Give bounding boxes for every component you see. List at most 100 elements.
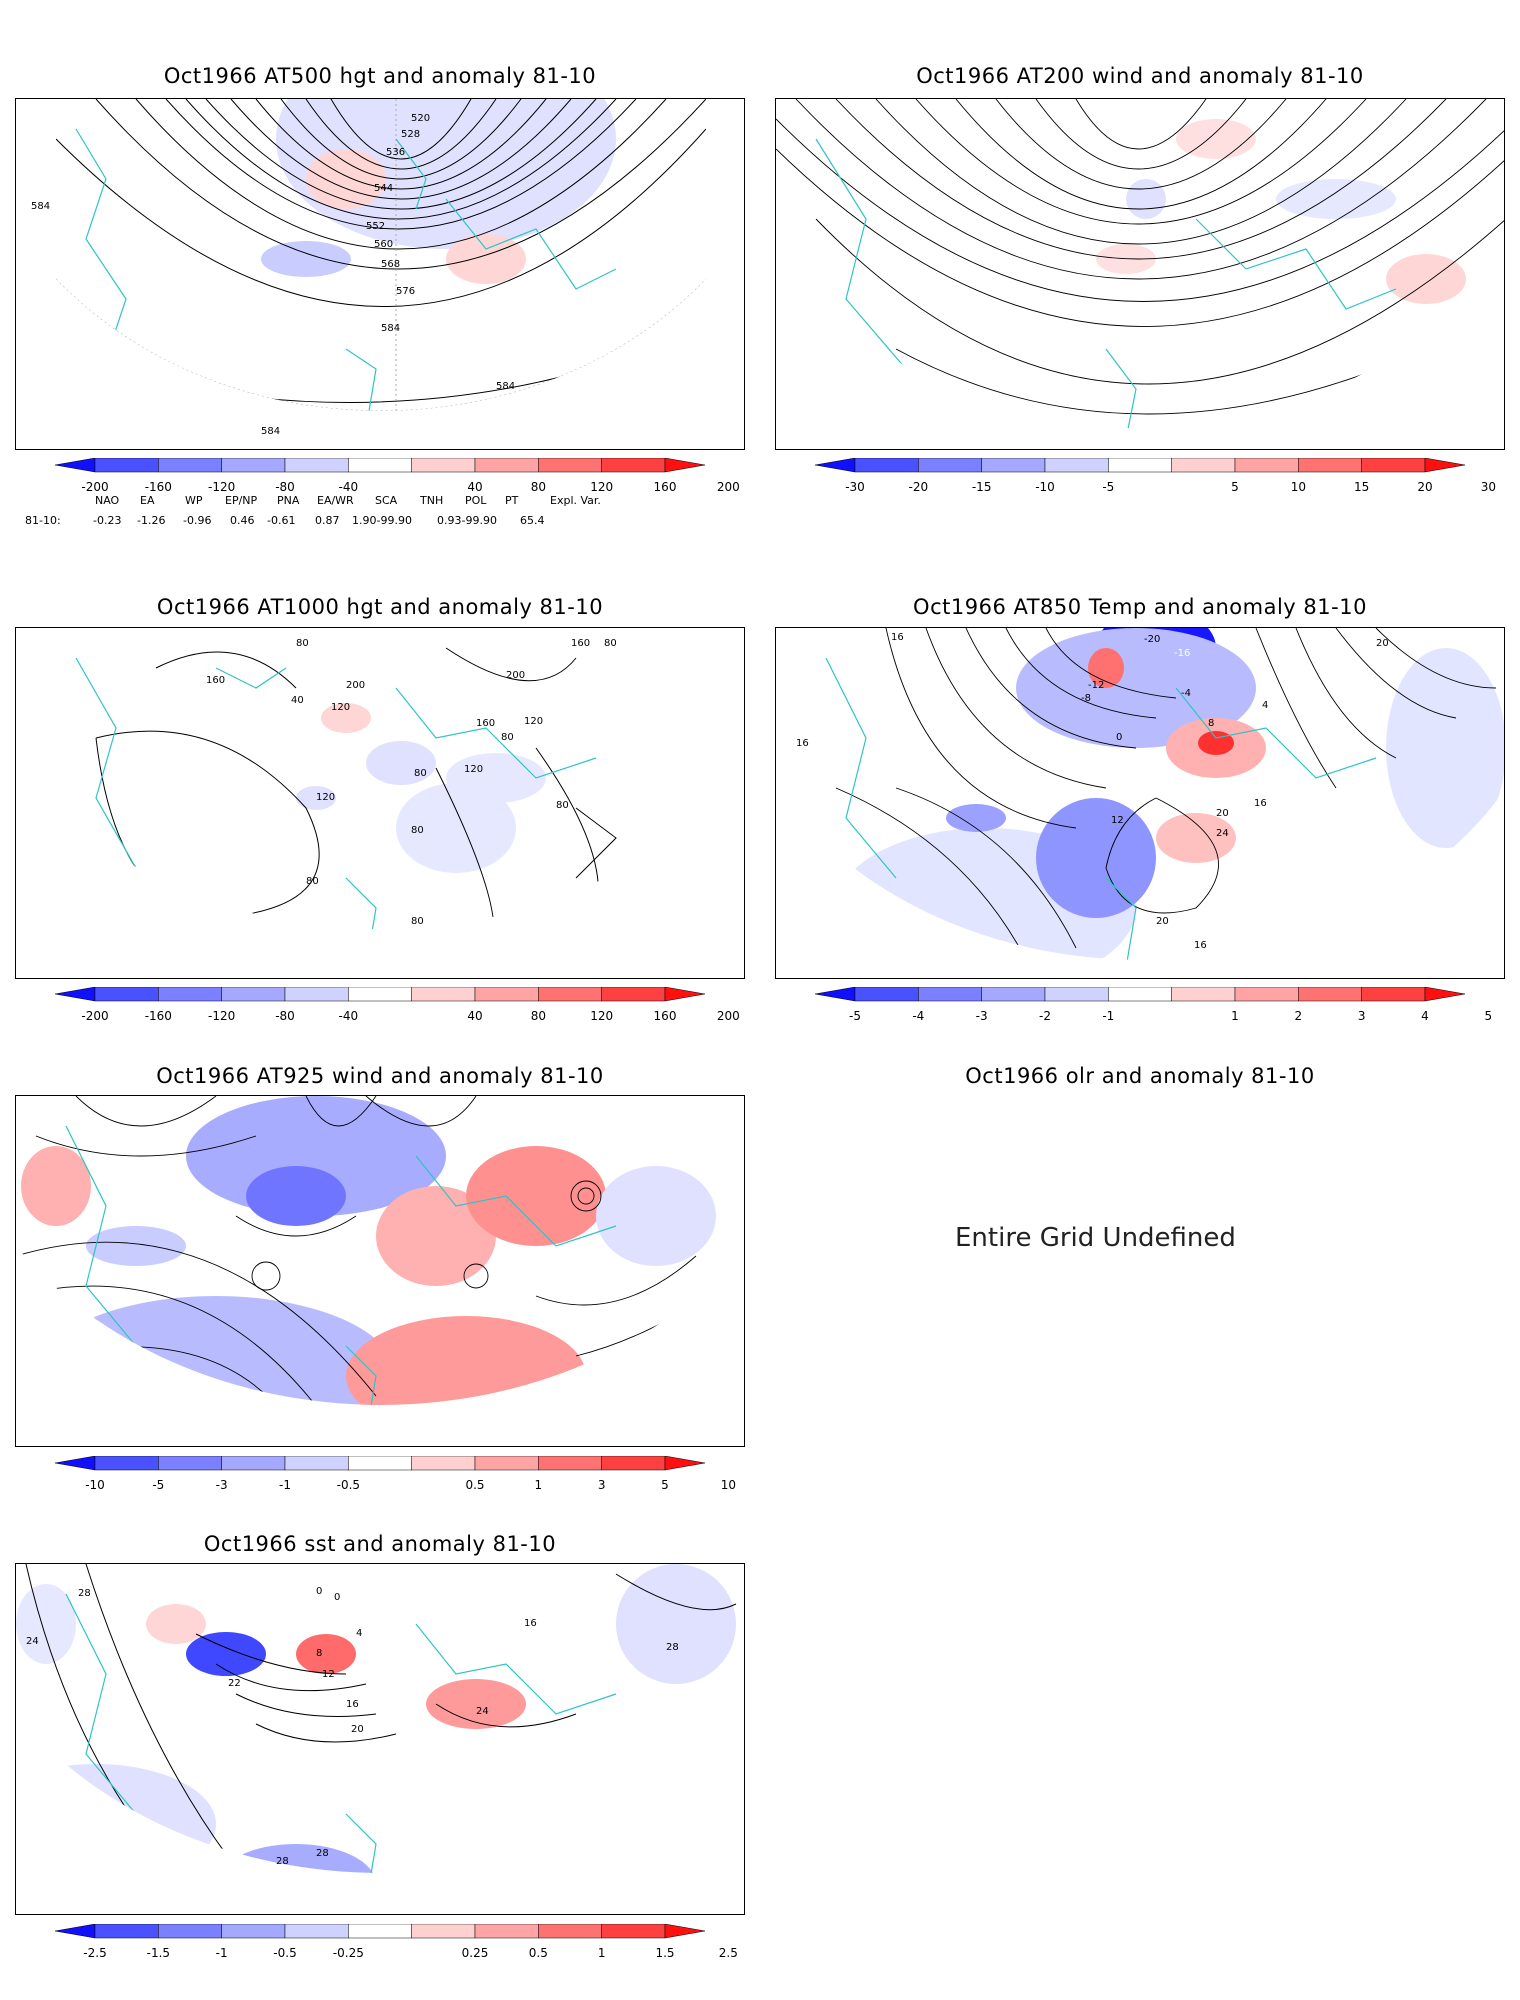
colorbar-tick-label: 2 xyxy=(1294,1009,1303,1023)
panel-title-at200: Oct1966 AT200 wind and anomaly 81-10 xyxy=(916,64,1364,88)
colorbar-swatch xyxy=(94,1455,159,1471)
colorbar-tick-label: -2.5 xyxy=(83,1946,107,1960)
colorbar-tick-label: 80 xyxy=(530,1009,546,1023)
tele-value: -0.96 xyxy=(183,514,212,527)
contour-label: 568 xyxy=(381,259,400,270)
contour-label: 24 xyxy=(1216,828,1229,839)
colorbar-swatch xyxy=(221,986,286,1002)
contour-label: 16 xyxy=(891,632,904,643)
contour-label: 12 xyxy=(1111,815,1124,826)
colorbar-tick-label: -5 xyxy=(152,1478,165,1492)
colorbar-swatch xyxy=(221,1923,286,1939)
colorbar-at500-swatches xyxy=(54,457,706,473)
colorbar-tick-label: 40 xyxy=(467,1009,483,1023)
colorbar-tick-label: 1 xyxy=(534,1478,543,1492)
colorbar-tick-label: 160 xyxy=(653,1009,677,1023)
colorbar-swatch xyxy=(411,1923,476,1939)
map-sst: 28 24 0 0 4 8 12 16 20 22 28 16 24 28 28 xyxy=(15,1563,745,1915)
colorbar-swatch xyxy=(348,986,412,1002)
tele-value: 0.87 xyxy=(315,514,340,527)
contour-label: 20 xyxy=(1216,808,1229,819)
panel-title-at500: Oct1966 AT500 hgt and anomaly 81-10 xyxy=(163,64,597,88)
colorbar-swatch xyxy=(814,986,856,1002)
contour-label: 200 xyxy=(506,670,525,681)
colorbar-swatch xyxy=(981,457,1046,473)
colorbar-tick-label: -0.25 xyxy=(332,1946,364,1960)
colorbar-tick-label: -4 xyxy=(912,1009,925,1023)
colorbar-swatch xyxy=(94,457,159,473)
colorbar-swatch xyxy=(538,1455,602,1471)
contour-label: 0 xyxy=(1116,732,1122,743)
colorbar-tick-label: 10 xyxy=(1290,480,1306,494)
colorbar-swatch xyxy=(284,1923,349,1939)
contour-label: 8 xyxy=(1208,718,1214,729)
contour-label: 80 xyxy=(296,638,309,649)
tele-header: PT xyxy=(505,494,519,507)
contour-label: 16 xyxy=(1254,798,1267,809)
colorbar-tick-label: -20 xyxy=(908,480,929,494)
colorbar-tick-label: 1.5 xyxy=(655,1946,675,1960)
tele-header: POL xyxy=(465,494,487,507)
tele-header: PNA xyxy=(277,494,300,507)
contour-label: 160 xyxy=(206,675,225,686)
tele-header: SCA xyxy=(375,494,398,507)
colorbar-swatch xyxy=(1424,457,1466,473)
teleconnection-table: NAO EA WP EP/NP PNA EA/WR SCA TNH POL PT… xyxy=(25,494,725,534)
colorbar-at200-swatches xyxy=(814,457,1466,473)
colorbar-tick-label: -10 xyxy=(85,1478,105,1492)
contour-label: 28 xyxy=(666,1642,679,1653)
undefined-grid-message: Entire Grid Undefined xyxy=(955,1223,1236,1253)
contour-label: 528 xyxy=(401,129,420,140)
tele-value: -0.23 xyxy=(93,514,122,527)
contour-label: -8 xyxy=(1081,693,1091,704)
contour-label: 80 xyxy=(306,876,319,887)
colorbar-tick-label: -80 xyxy=(275,1009,295,1023)
contour-label: -12 xyxy=(1088,680,1104,691)
colorbar-swatch xyxy=(348,1455,412,1471)
colorbar-swatch xyxy=(601,1455,666,1471)
colorbar-tick-label: -10 xyxy=(1035,480,1055,494)
contour-label: 80 xyxy=(411,916,424,927)
panel-title-at850: Oct1966 AT850 Temp and anomaly 81-10 xyxy=(913,595,1367,619)
contour-label: 20 xyxy=(351,1724,364,1735)
colorbar-swatch xyxy=(158,986,222,1002)
map-at200 xyxy=(775,98,1505,450)
colorbar-tick-label: 15 xyxy=(1354,480,1370,494)
colorbar-swatch xyxy=(474,1923,539,1939)
colorbar-swatch xyxy=(538,1923,602,1939)
colorbar-swatch xyxy=(94,986,159,1002)
contour-label: 160 xyxy=(571,638,590,649)
contour-label: 520 xyxy=(411,113,430,124)
colorbar-swatch xyxy=(284,457,349,473)
contour-label: 22 xyxy=(228,1678,241,1689)
colorbar-swatch xyxy=(601,457,666,473)
colorbar-swatch xyxy=(1234,457,1299,473)
map-canvas-at850: 16 -20 -16 -12 -8 -4 0 4 8 12 16 20 24 2… xyxy=(796,628,1504,960)
map-canvas-at925 xyxy=(16,1096,737,1405)
tele-value: 1.90-99.90 xyxy=(352,514,412,527)
contour-label: 80 xyxy=(501,732,514,743)
colorbar-tick-label: -200 xyxy=(81,480,109,494)
map-canvas-at1000: 80 160 40 120 200 200 160 80 120 160 80 … xyxy=(75,638,617,929)
contour-label: 552 xyxy=(366,221,385,232)
contour-label: 80 xyxy=(411,825,424,836)
colorbar-tick-label: 80 xyxy=(530,480,546,494)
tele-header: EP/NP xyxy=(225,494,258,507)
tele-value: 0.93-99.90 xyxy=(437,514,497,527)
colorbar-tick-label: 160 xyxy=(653,480,677,494)
tele-header: TNH xyxy=(420,494,444,507)
contour-label: 80 xyxy=(556,800,569,811)
colorbar-swatch xyxy=(538,986,602,1002)
colorbar-at850-swatches xyxy=(814,986,1466,1002)
tele-header: EA xyxy=(140,494,155,507)
panel-title-olr: Oct1966 olr and anomaly 81-10 xyxy=(965,1064,1315,1088)
contour-label: 120 xyxy=(524,716,543,727)
colorbar-swatch xyxy=(601,986,666,1002)
colorbar-tick-label: -200 xyxy=(81,1009,109,1023)
colorbar-tick-label: -3 xyxy=(215,1478,228,1492)
contour-label: 20 xyxy=(1156,916,1169,927)
contour-label: 16 xyxy=(346,1699,359,1710)
contour-label: 24 xyxy=(476,1706,489,1717)
colorbar-tick-label: -40 xyxy=(338,480,359,494)
colorbar-swatch xyxy=(814,457,856,473)
